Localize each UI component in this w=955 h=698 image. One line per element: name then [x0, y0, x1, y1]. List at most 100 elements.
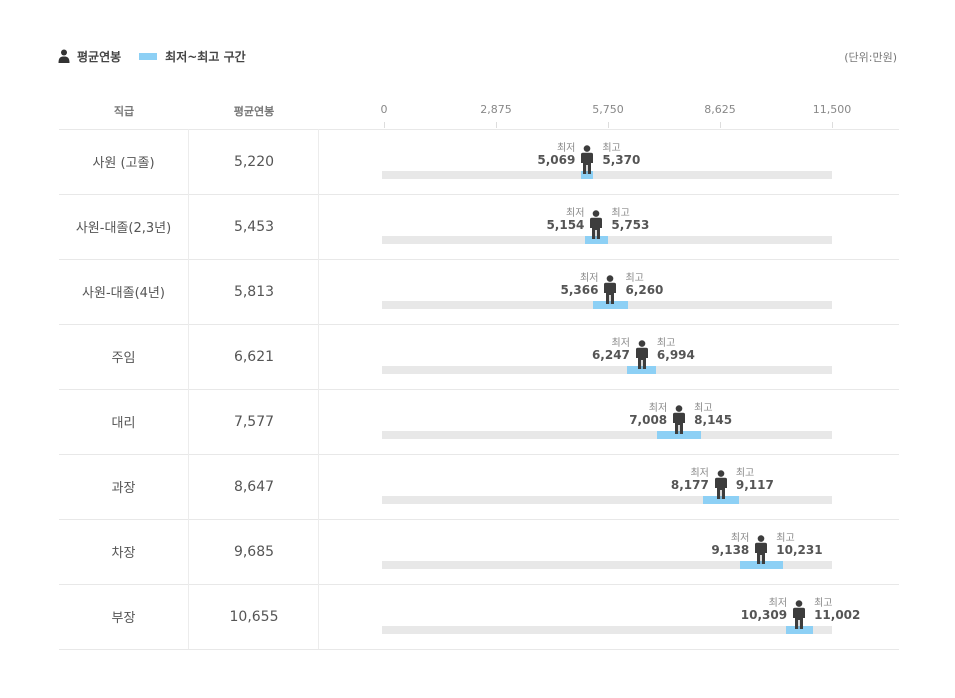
min-label: 최저 — [768, 598, 788, 609]
row-divider — [59, 454, 899, 455]
min-label: 최저 — [566, 208, 585, 219]
rank-label: 사원 (고졸) — [92, 156, 155, 171]
min-label: 최저 — [730, 533, 750, 544]
rank-label: 과장 — [111, 481, 136, 496]
min-max-range-bar — [581, 171, 594, 179]
avg-salary-value: 9,685 — [233, 543, 275, 560]
min-max-range-bar — [702, 496, 740, 504]
avg-salary-value: 5,453 — [233, 218, 275, 235]
x-tick-label: 0 — [380, 103, 388, 116]
max-value: 8,145 — [694, 413, 733, 427]
min-max-range-bar — [627, 366, 657, 374]
range-track — [382, 496, 832, 504]
table-row: 사원-대졸(2,3년) 5,453 최저 5,154 최고 5,753 — [59, 194, 899, 259]
rank-label: 주임 — [111, 351, 136, 366]
rank-label: 차장 — [111, 546, 136, 561]
range-track — [382, 561, 832, 569]
column-divider — [318, 129, 319, 649]
row-divider — [59, 649, 899, 650]
min-value: 5,069 — [537, 153, 576, 167]
row-divider — [59, 519, 899, 520]
table-row: 부장 10,655 최저 10,309 최고 11,002 — [59, 584, 899, 649]
range-track — [382, 366, 832, 374]
avg-salary-value: 6,621 — [233, 348, 275, 365]
max-value: 5,753 — [611, 218, 650, 232]
avg-salary-value: 10,655 — [229, 608, 279, 625]
min-label: 최저 — [611, 338, 630, 349]
person-icon — [754, 535, 768, 565]
min-max-range-bar — [785, 626, 813, 634]
person-icon — [589, 210, 603, 240]
x-tick-label: 8,625 — [704, 103, 736, 116]
header-rank: 직급 — [113, 105, 135, 118]
row-divider — [59, 194, 899, 195]
min-value: 6,247 — [591, 348, 630, 362]
person-icon — [603, 275, 617, 305]
person-icon — [580, 145, 594, 175]
max-value: 11,002 — [814, 608, 861, 622]
legend-range-label: 최저~최고 구간 — [165, 49, 246, 64]
max-label: 최고 — [625, 273, 644, 284]
table-row: 대리 7,577 최저 7,008 최고 8,145 — [59, 389, 899, 454]
min-value: 5,154 — [546, 218, 585, 232]
person-icon — [672, 405, 686, 435]
x-tick-label: 2,875 — [480, 103, 512, 116]
row-divider — [59, 324, 899, 325]
person-icon — [58, 49, 70, 63]
max-label: 최고 — [814, 598, 833, 609]
unit-label: (단위:만원) — [844, 51, 897, 64]
min-label: 최저 — [580, 273, 599, 284]
header-avg-salary: 평균연봉 — [233, 105, 275, 118]
max-value: 6,994 — [656, 348, 695, 362]
person-icon — [792, 600, 806, 630]
min-max-range-bar — [584, 236, 609, 244]
min-label: 최저 — [648, 403, 668, 414]
max-value: 10,231 — [776, 543, 823, 557]
max-value: 9,117 — [735, 478, 774, 492]
min-value: 9,138 — [711, 543, 750, 557]
min-label: 최저 — [556, 143, 576, 154]
max-value: 5,370 — [602, 153, 641, 167]
min-value: 5,366 — [560, 283, 599, 297]
person-icon — [714, 470, 728, 500]
x-tick-mark — [720, 122, 721, 128]
max-label: 최고 — [776, 533, 795, 544]
table-row: 사원-대졸(4년) 5,813 최저 5,366 최고 6,260 — [59, 259, 899, 324]
table-row: 주임 6,621 최저 6,247 최고 6,994 — [59, 324, 899, 389]
rank-label: 사원-대졸(4년) — [82, 286, 165, 301]
rank-label: 대리 — [111, 416, 136, 431]
min-value: 10,309 — [740, 608, 788, 622]
table-row: 사원 (고졸) 5,220 최저 5,069 최고 5,370 — [59, 129, 899, 194]
person-icon — [635, 340, 649, 370]
max-label: 최고 — [656, 338, 676, 349]
header-divider — [59, 129, 899, 130]
min-max-range-bar — [657, 431, 702, 439]
max-label: 최고 — [602, 143, 621, 154]
min-max-range-bar — [739, 561, 783, 569]
min-label: 최저 — [690, 468, 709, 479]
avg-salary-value: 7,577 — [233, 413, 275, 430]
min-value: 8,177 — [670, 478, 709, 492]
max-label: 최고 — [611, 208, 630, 219]
row-divider — [59, 259, 899, 260]
avg-salary-value: 8,647 — [233, 478, 275, 495]
x-tick-mark — [496, 122, 497, 128]
x-tick-label: 5,750 — [592, 103, 624, 116]
max-label: 최고 — [735, 468, 755, 479]
rank-label: 부장 — [111, 611, 136, 626]
x-tick-mark — [384, 122, 385, 128]
avg-salary-value: 5,813 — [233, 283, 275, 300]
chart-legend: 평균연봉 최저~최고 구간 — [58, 47, 246, 65]
range-track — [382, 431, 832, 439]
table-row: 차장 9,685 최저 9,138 최고 10,231 — [59, 519, 899, 584]
max-value: 6,260 — [625, 283, 664, 297]
legend-avg-label: 평균연봉 — [77, 49, 122, 64]
row-divider — [59, 389, 899, 390]
x-tick-label: 11,500 — [812, 103, 852, 116]
legend-range-swatch — [139, 52, 158, 60]
max-label: 최고 — [694, 403, 713, 414]
min-max-range-bar — [593, 301, 628, 309]
column-divider — [188, 129, 189, 649]
range-track — [382, 626, 832, 634]
table-row: 과장 8,647 최저 8,177 최고 9,117 — [59, 454, 899, 519]
